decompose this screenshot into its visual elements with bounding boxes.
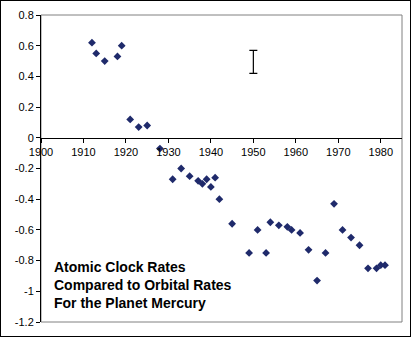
svg-text:-0.6: -0.6 (15, 224, 34, 236)
svg-text:1970: 1970 (326, 146, 350, 158)
svg-text:1920: 1920 (114, 146, 138, 158)
svg-text:1930: 1930 (156, 146, 180, 158)
svg-text:0.2: 0.2 (19, 101, 34, 113)
svg-text:1940: 1940 (199, 146, 223, 158)
svg-text:1980: 1980 (369, 146, 393, 158)
svg-text:0.6: 0.6 (19, 40, 34, 52)
svg-text:-0.4: -0.4 (15, 193, 34, 205)
svg-text:Atomic Clock RatesCompared to: Atomic Clock RatesCompared to Orbital Ra… (54, 259, 232, 311)
svg-text:0.8: 0.8 (19, 9, 34, 21)
svg-text:1910: 1910 (71, 146, 95, 158)
svg-text:1960: 1960 (284, 146, 308, 158)
svg-text:0: 0 (28, 132, 34, 144)
svg-text:0.4: 0.4 (19, 70, 34, 82)
svg-text:-1.2: -1.2 (15, 316, 34, 328)
svg-text:-0.8: -0.8 (15, 254, 34, 266)
svg-text:-1: -1 (24, 285, 34, 297)
svg-text:1950: 1950 (241, 146, 265, 158)
svg-text:-0.2: -0.2 (15, 162, 34, 174)
svg-text:1900: 1900 (29, 146, 53, 158)
